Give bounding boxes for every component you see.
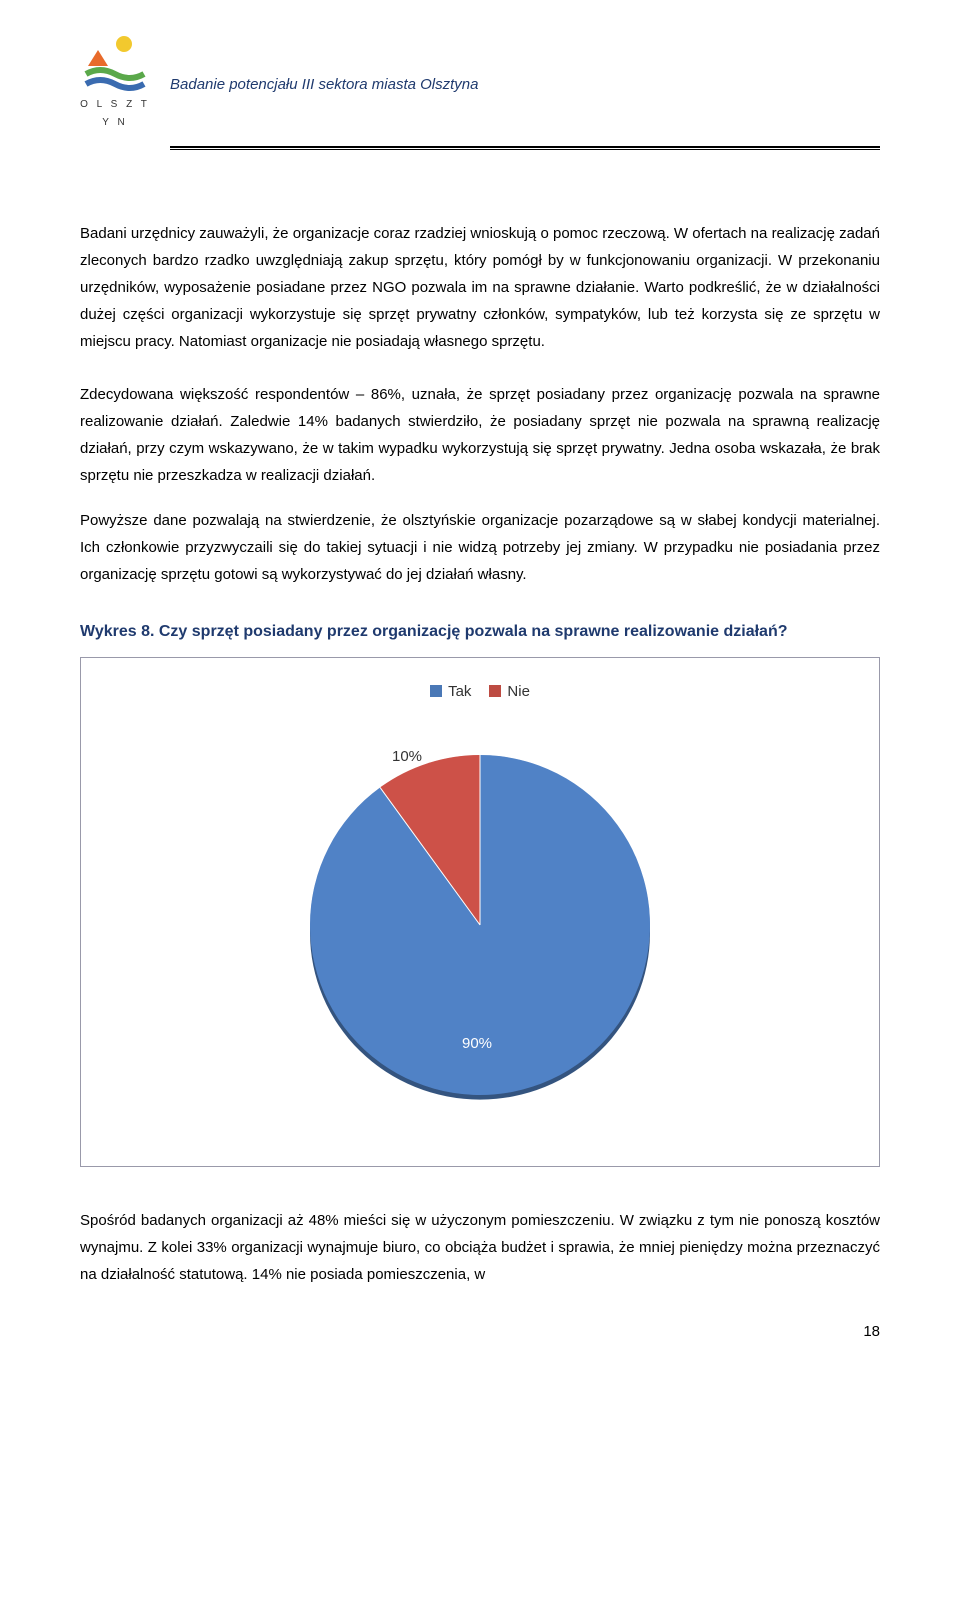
logo-block: O L S Z T Y N (80, 30, 150, 138)
body-paragraph: Powyższe dane pozwalają na stwierdzenie,… (80, 507, 880, 588)
header-rule (170, 146, 880, 150)
legend-item-nie: Nie (489, 678, 530, 705)
chart-title: Wykres 8. Czy sprzęt posiadany przez org… (80, 618, 880, 647)
slice-label-10: 10% (392, 743, 422, 770)
logo-label: O L S Z T Y N (80, 96, 150, 132)
body-paragraph: Badani urzędnicy zauważyli, że organizac… (80, 220, 880, 355)
body-paragraph: Spośród badanych organizacji aż 48% mieś… (80, 1207, 880, 1288)
document-title: Badanie potencjału III sektora miasta Ol… (170, 71, 479, 98)
legend-item-tak: Tak (430, 678, 471, 705)
legend-label: Nie (507, 678, 530, 705)
pie-chart: 10% 90% (91, 725, 869, 1105)
page-number: 18 (80, 1318, 880, 1345)
legend-swatch-icon (489, 685, 501, 697)
chart-legend: Tak Nie (91, 678, 869, 705)
legend-swatch-icon (430, 685, 442, 697)
slice-label-90: 90% (462, 1030, 492, 1057)
pie-chart-frame: Tak Nie 10% 90% (80, 657, 880, 1167)
legend-label: Tak (448, 678, 471, 705)
page-header: O L S Z T Y N Badanie potencjału III sek… (80, 30, 880, 138)
body-paragraph: Zdecydowana większość respondentów – 86%… (80, 381, 880, 489)
olsztyn-logo-icon (80, 30, 150, 100)
